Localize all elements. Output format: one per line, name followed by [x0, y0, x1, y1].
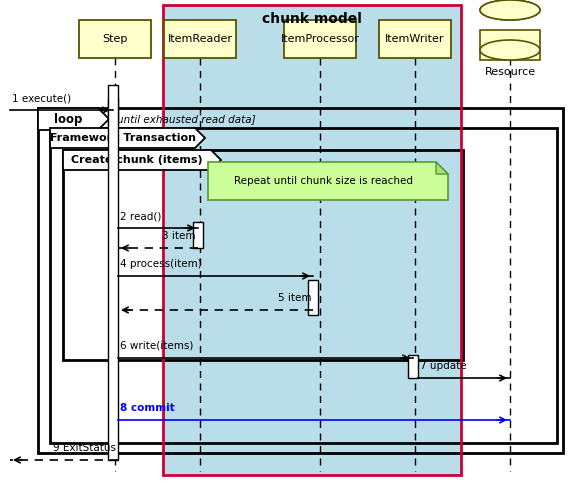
Bar: [50, 128, 557, 443]
Bar: [480, 30, 540, 60]
Bar: [408, 355, 418, 378]
Text: chunk model: chunk model: [262, 12, 362, 26]
Bar: [308, 280, 318, 315]
Text: Create chunk (items): Create chunk (items): [71, 155, 203, 165]
Bar: [284, 20, 356, 58]
Ellipse shape: [480, 0, 540, 20]
Text: 6 write(items): 6 write(items): [120, 341, 194, 351]
Ellipse shape: [480, 0, 540, 20]
Text: [until exhausted read data]: [until exhausted read data]: [113, 114, 255, 124]
Bar: [163, 5, 461, 475]
Text: 9 ExitStatus: 9 ExitStatus: [53, 443, 116, 453]
Polygon shape: [208, 162, 448, 200]
Text: ItemWriter: ItemWriter: [386, 34, 444, 44]
Polygon shape: [436, 162, 448, 174]
Polygon shape: [63, 150, 221, 170]
Text: Repeat until chunk size is reached: Repeat until chunk size is reached: [235, 176, 413, 186]
Text: Resource: Resource: [484, 67, 536, 77]
Text: 2 read(): 2 read(): [120, 211, 161, 221]
Bar: [163, 5, 461, 475]
Text: ItemProcessor: ItemProcessor: [280, 34, 360, 44]
Bar: [164, 20, 236, 58]
Bar: [108, 98, 118, 125]
Polygon shape: [38, 108, 109, 130]
Text: ItemReader: ItemReader: [168, 34, 232, 44]
Bar: [108, 85, 118, 460]
Text: 8 commit: 8 commit: [120, 403, 175, 413]
Text: 7 update: 7 update: [420, 361, 466, 371]
Polygon shape: [50, 128, 205, 148]
Bar: [38, 108, 563, 453]
Ellipse shape: [480, 40, 540, 60]
Text: 1 execute(): 1 execute(): [12, 93, 71, 103]
Text: Step: Step: [102, 34, 128, 44]
Text: 3 item: 3 item: [162, 231, 196, 241]
Bar: [79, 20, 151, 58]
Bar: [63, 150, 463, 360]
Bar: [379, 20, 451, 58]
Text: 4 process(item): 4 process(item): [120, 259, 202, 269]
Bar: [193, 222, 203, 248]
Text: Framework Transaction: Framework Transaction: [50, 133, 195, 143]
Text: loop: loop: [54, 112, 82, 126]
Text: 5 item: 5 item: [277, 293, 311, 303]
